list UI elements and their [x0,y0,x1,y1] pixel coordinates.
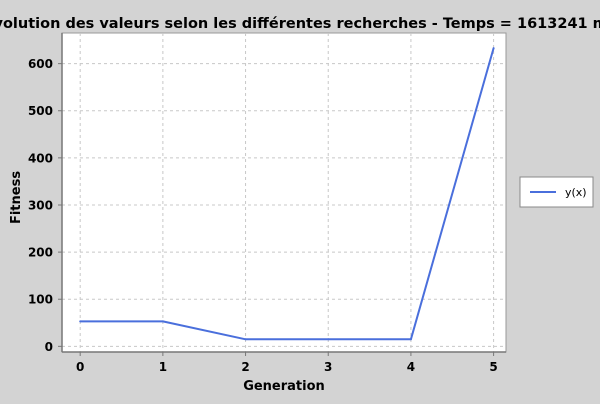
x-tick-label-2: 2 [241,360,249,374]
y-tick-label-4: 400 [28,151,53,165]
data-point-0-0 [79,320,82,323]
x-tick-label-5: 5 [489,360,497,374]
x-tick-label-0: 0 [76,360,84,374]
data-point-0-5 [492,47,495,50]
legend: y(x) [519,176,594,208]
data-point-0-4 [409,338,412,341]
y-tick-label-6: 600 [28,57,53,71]
data-point-0-3 [327,338,330,341]
plot-area [61,32,507,353]
grid-lines [62,33,506,352]
data-point-0-1 [161,320,164,323]
series-layer [79,47,495,341]
y-tick-label-1: 100 [28,293,53,307]
x-axis-label: Generation [243,379,325,394]
legend-label: y(x) [565,186,587,199]
axes: 0 1 2 3 4 5 0 100 200 300 400 500 600 [28,33,506,374]
chart-title: Évolution des valeurs selon les différen… [0,15,600,32]
x-tick-label-4: 4 [407,360,415,374]
x-tick-label-3: 3 [324,360,332,374]
y-axis-label: Fitness [9,171,24,224]
y-tick-label-0: 0 [45,340,53,354]
series-line-0 [80,47,495,341]
y-tick-label-2: 200 [28,246,53,260]
data-point-0-2 [244,338,247,341]
y-tick-label-5: 500 [28,104,53,118]
y-tick-label-3: 300 [28,198,53,212]
x-tick-label-1: 1 [159,360,167,374]
